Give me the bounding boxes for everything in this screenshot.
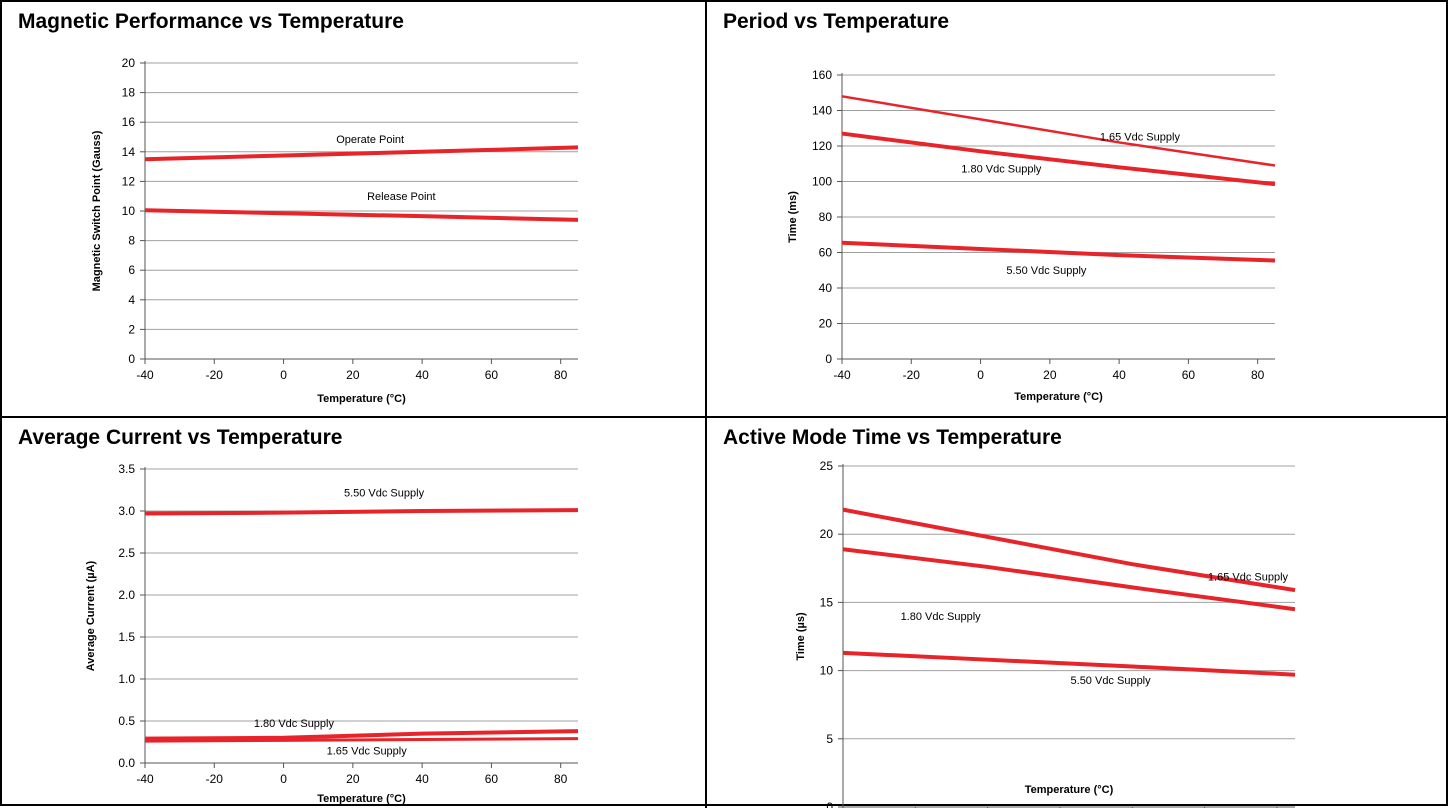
series-annotation: 5.50 Vdc Supply — [1071, 675, 1152, 687]
y-tick-label: 0 — [826, 800, 833, 808]
y-tick-label: 0.5 — [118, 714, 135, 728]
series-line — [145, 210, 578, 220]
x-tick-label: 0 — [280, 368, 287, 382]
y-tick-label: 100 — [812, 175, 832, 189]
y-tick-label: 120 — [812, 139, 832, 153]
x-axis-label: Temperature (°C) — [1025, 784, 1114, 796]
y-tick-label: 10 — [820, 664, 834, 678]
x-tick-label: 40 — [415, 368, 429, 382]
average-current-chart: 0.0 0.5 1.0 1.5 2.0 2.5 3.0 3.5 -40 -20 0 20 40 60 80 T… — [2, 418, 707, 808]
series-annotation: 5.50 Vdc Supply — [344, 488, 425, 500]
y-axis-label: Time (ms) — [787, 191, 799, 243]
series-line — [843, 653, 1295, 675]
y-tick-label: 60 — [819, 246, 833, 260]
y-tick-label: 0.0 — [118, 756, 135, 770]
y-tick-label: 5 — [826, 732, 833, 746]
panel-period: Period vs Temperature 0 20 40 60 80 100 120 140… — [707, 2, 1448, 418]
y-tick-label: 20 — [122, 56, 136, 70]
series-annotation: 1.80 Vdc Supply — [901, 611, 982, 623]
y-tick-label: 160 — [812, 68, 832, 82]
x-tick-label: 80 — [554, 368, 568, 382]
y-tick-label: 2.0 — [118, 588, 135, 602]
y-tick-label: 6 — [128, 263, 135, 277]
x-tick-label: 20 — [1043, 368, 1057, 382]
x-tick-label: -20 — [903, 368, 921, 382]
y-tick-label: 12 — [122, 174, 136, 188]
y-tick-label: 1.5 — [118, 630, 135, 644]
y-tick-label: 8 — [128, 234, 135, 248]
series-line — [842, 243, 1275, 261]
panel-active-mode-time: Active Mode Time vs Temperature 0 5 10 15 20… — [707, 418, 1448, 808]
series-line — [842, 96, 1275, 165]
y-tick-label: 40 — [819, 281, 833, 295]
y-tick-label: 20 — [819, 317, 833, 331]
x-tick-label: -20 — [206, 772, 224, 786]
y-tick-label: 3.0 — [118, 504, 135, 518]
series-annotation: 1.80 Vdc Supply — [961, 164, 1042, 176]
y-tick-label: 2 — [128, 322, 135, 336]
x-axis-label: Temperature (°C) — [1014, 391, 1103, 403]
y-tick-label: 25 — [820, 459, 834, 473]
y-tick-label: 4 — [128, 293, 135, 307]
x-tick-label: 0 — [280, 772, 287, 786]
series-annotation: 1.65 Vdc Supply — [327, 746, 408, 758]
series-line — [842, 134, 1275, 185]
x-axis-label: Temperature (°C) — [317, 793, 406, 805]
series-annotation: 1.80 Vdc Supply — [254, 718, 335, 730]
series-annotation: 1.65 Vdc Supply — [1208, 572, 1289, 584]
series-line — [145, 147, 578, 159]
y-tick-label: 3.5 — [118, 462, 135, 476]
x-tick-label: -40 — [136, 772, 154, 786]
y-axis-label: Average Current (µA) — [85, 560, 97, 671]
y-tick-label: 10 — [122, 204, 136, 218]
period-chart: 0 20 40 60 80 100 120 140 160 -40 -20 0 20 40 60 80 Temp… — [707, 2, 1448, 418]
series-annotation: Operate Point — [336, 134, 404, 146]
magnetic-performance-chart: 0 2 4 6 8 10 12 14 16 18 20 -40 -20 0 20 40 60 80 Temperat… — [2, 2, 707, 418]
x-tick-label: 60 — [485, 368, 499, 382]
y-tick-label: 15 — [820, 595, 834, 609]
y-tick-label: 20 — [820, 527, 834, 541]
x-tick-label: 20 — [346, 772, 360, 786]
y-tick-label: 16 — [122, 115, 136, 129]
x-tick-label: -20 — [206, 368, 224, 382]
x-tick-label: 20 — [346, 368, 360, 382]
y-tick-label: 0 — [128, 352, 135, 366]
x-tick-label: 60 — [1182, 368, 1196, 382]
y-tick-label: 14 — [122, 145, 136, 159]
y-axis-label: Time (µs) — [795, 612, 807, 661]
y-tick-label: 2.5 — [118, 546, 135, 560]
panel-average-current: Average Current vs Temperature 0.0 0.5 1.0… — [2, 418, 707, 808]
x-axis-label: Temperature (°C) — [317, 393, 406, 405]
x-tick-label: 40 — [415, 772, 429, 786]
series-annotation: Release Point — [367, 191, 436, 203]
x-tick-label: 40 — [1112, 368, 1126, 382]
x-tick-label: 80 — [1251, 368, 1265, 382]
series-annotation: 1.65 Vdc Supply — [1100, 132, 1181, 144]
y-tick-label: 140 — [812, 104, 832, 118]
x-tick-label: -40 — [833, 368, 851, 382]
y-tick-label: 18 — [122, 86, 136, 100]
x-tick-label: -40 — [136, 368, 154, 382]
y-tick-label: 0 — [825, 352, 832, 366]
series-annotation: 5.50 Vdc Supply — [1006, 265, 1087, 277]
y-tick-label: 1.0 — [118, 672, 135, 686]
x-tick-label: 0 — [977, 368, 984, 382]
y-tick-label: 80 — [819, 210, 833, 224]
x-tick-label: 60 — [485, 772, 499, 786]
x-tick-label: 80 — [554, 772, 568, 786]
y-axis-label: Magnetic Switch Point (Gauss) — [91, 130, 103, 291]
